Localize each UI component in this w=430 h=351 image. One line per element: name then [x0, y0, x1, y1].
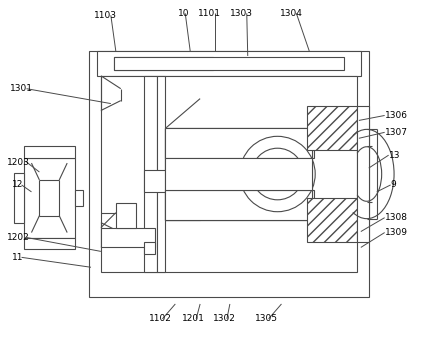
Bar	[114, 57, 344, 70]
Text: 1307: 1307	[385, 128, 408, 137]
Bar	[144, 170, 203, 192]
Text: 1202: 1202	[6, 233, 29, 242]
Bar	[357, 106, 369, 243]
Text: 1103: 1103	[94, 11, 117, 20]
Bar	[144, 76, 157, 272]
Bar	[157, 76, 166, 272]
Bar	[307, 198, 357, 243]
Bar	[14, 173, 24, 223]
Bar	[166, 128, 312, 220]
Bar	[24, 158, 75, 238]
Text: 1201: 1201	[182, 314, 205, 323]
Text: 11: 11	[12, 253, 23, 262]
Bar	[24, 146, 75, 158]
Bar	[114, 57, 213, 70]
Bar	[166, 190, 312, 220]
Bar	[166, 128, 312, 158]
Bar	[101, 227, 156, 247]
Text: 1309: 1309	[385, 228, 408, 237]
Text: 1203: 1203	[6, 158, 30, 167]
Text: 10: 10	[178, 9, 190, 18]
Text: 1306: 1306	[385, 111, 408, 120]
Bar	[89, 51, 369, 297]
Bar	[144, 243, 156, 254]
Text: 12: 12	[12, 180, 23, 190]
Text: 1102: 1102	[148, 314, 172, 323]
Bar	[166, 128, 314, 158]
Bar	[97, 51, 361, 76]
Text: 1308: 1308	[385, 213, 408, 222]
Text: 13: 13	[389, 151, 400, 160]
Text: 1301: 1301	[9, 84, 33, 93]
Text: 1305: 1305	[255, 314, 278, 323]
Text: 1302: 1302	[213, 314, 236, 323]
Bar	[75, 190, 83, 206]
Bar	[24, 238, 75, 250]
Bar	[166, 158, 312, 190]
Bar	[307, 106, 357, 150]
Text: 1304: 1304	[280, 9, 302, 18]
Bar	[101, 76, 357, 272]
Bar	[116, 203, 135, 227]
Text: 1303: 1303	[230, 9, 253, 18]
Text: 1101: 1101	[198, 9, 221, 18]
Text: 9: 9	[390, 180, 396, 190]
Bar	[166, 190, 314, 220]
